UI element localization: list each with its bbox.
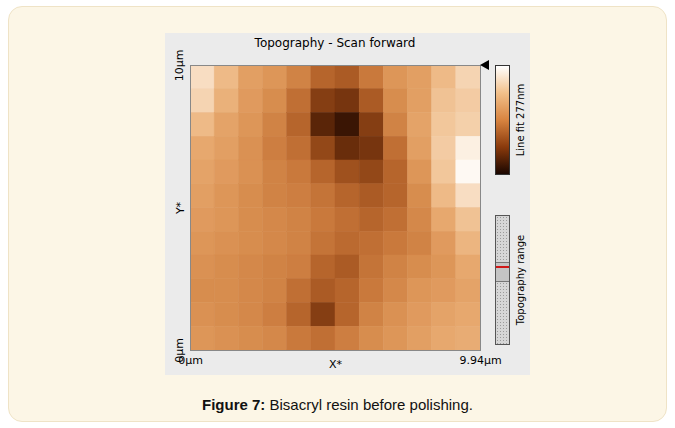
svg-text:9.94µm: 9.94µm (459, 354, 501, 367)
svg-text:10µm: 10µm (173, 50, 186, 82)
html-text:Topography range: Topography range (515, 234, 526, 326)
html-text:Figure 7: Bisacryl resin befor: Figure 7: Bisacryl resin before polishin… (202, 396, 473, 413)
svg-text:0µm: 0µm (173, 338, 186, 363)
html-text:Topography - Scan forward: Topography - Scan forward (254, 36, 416, 50)
svg-text:0µm: 0µm (178, 354, 203, 368)
svg-text:X*: X* (329, 358, 343, 371)
html-text:Line fit 277nm: Line fit 277nm (515, 83, 526, 157)
svg-text:Y*: Y* (174, 201, 187, 215)
